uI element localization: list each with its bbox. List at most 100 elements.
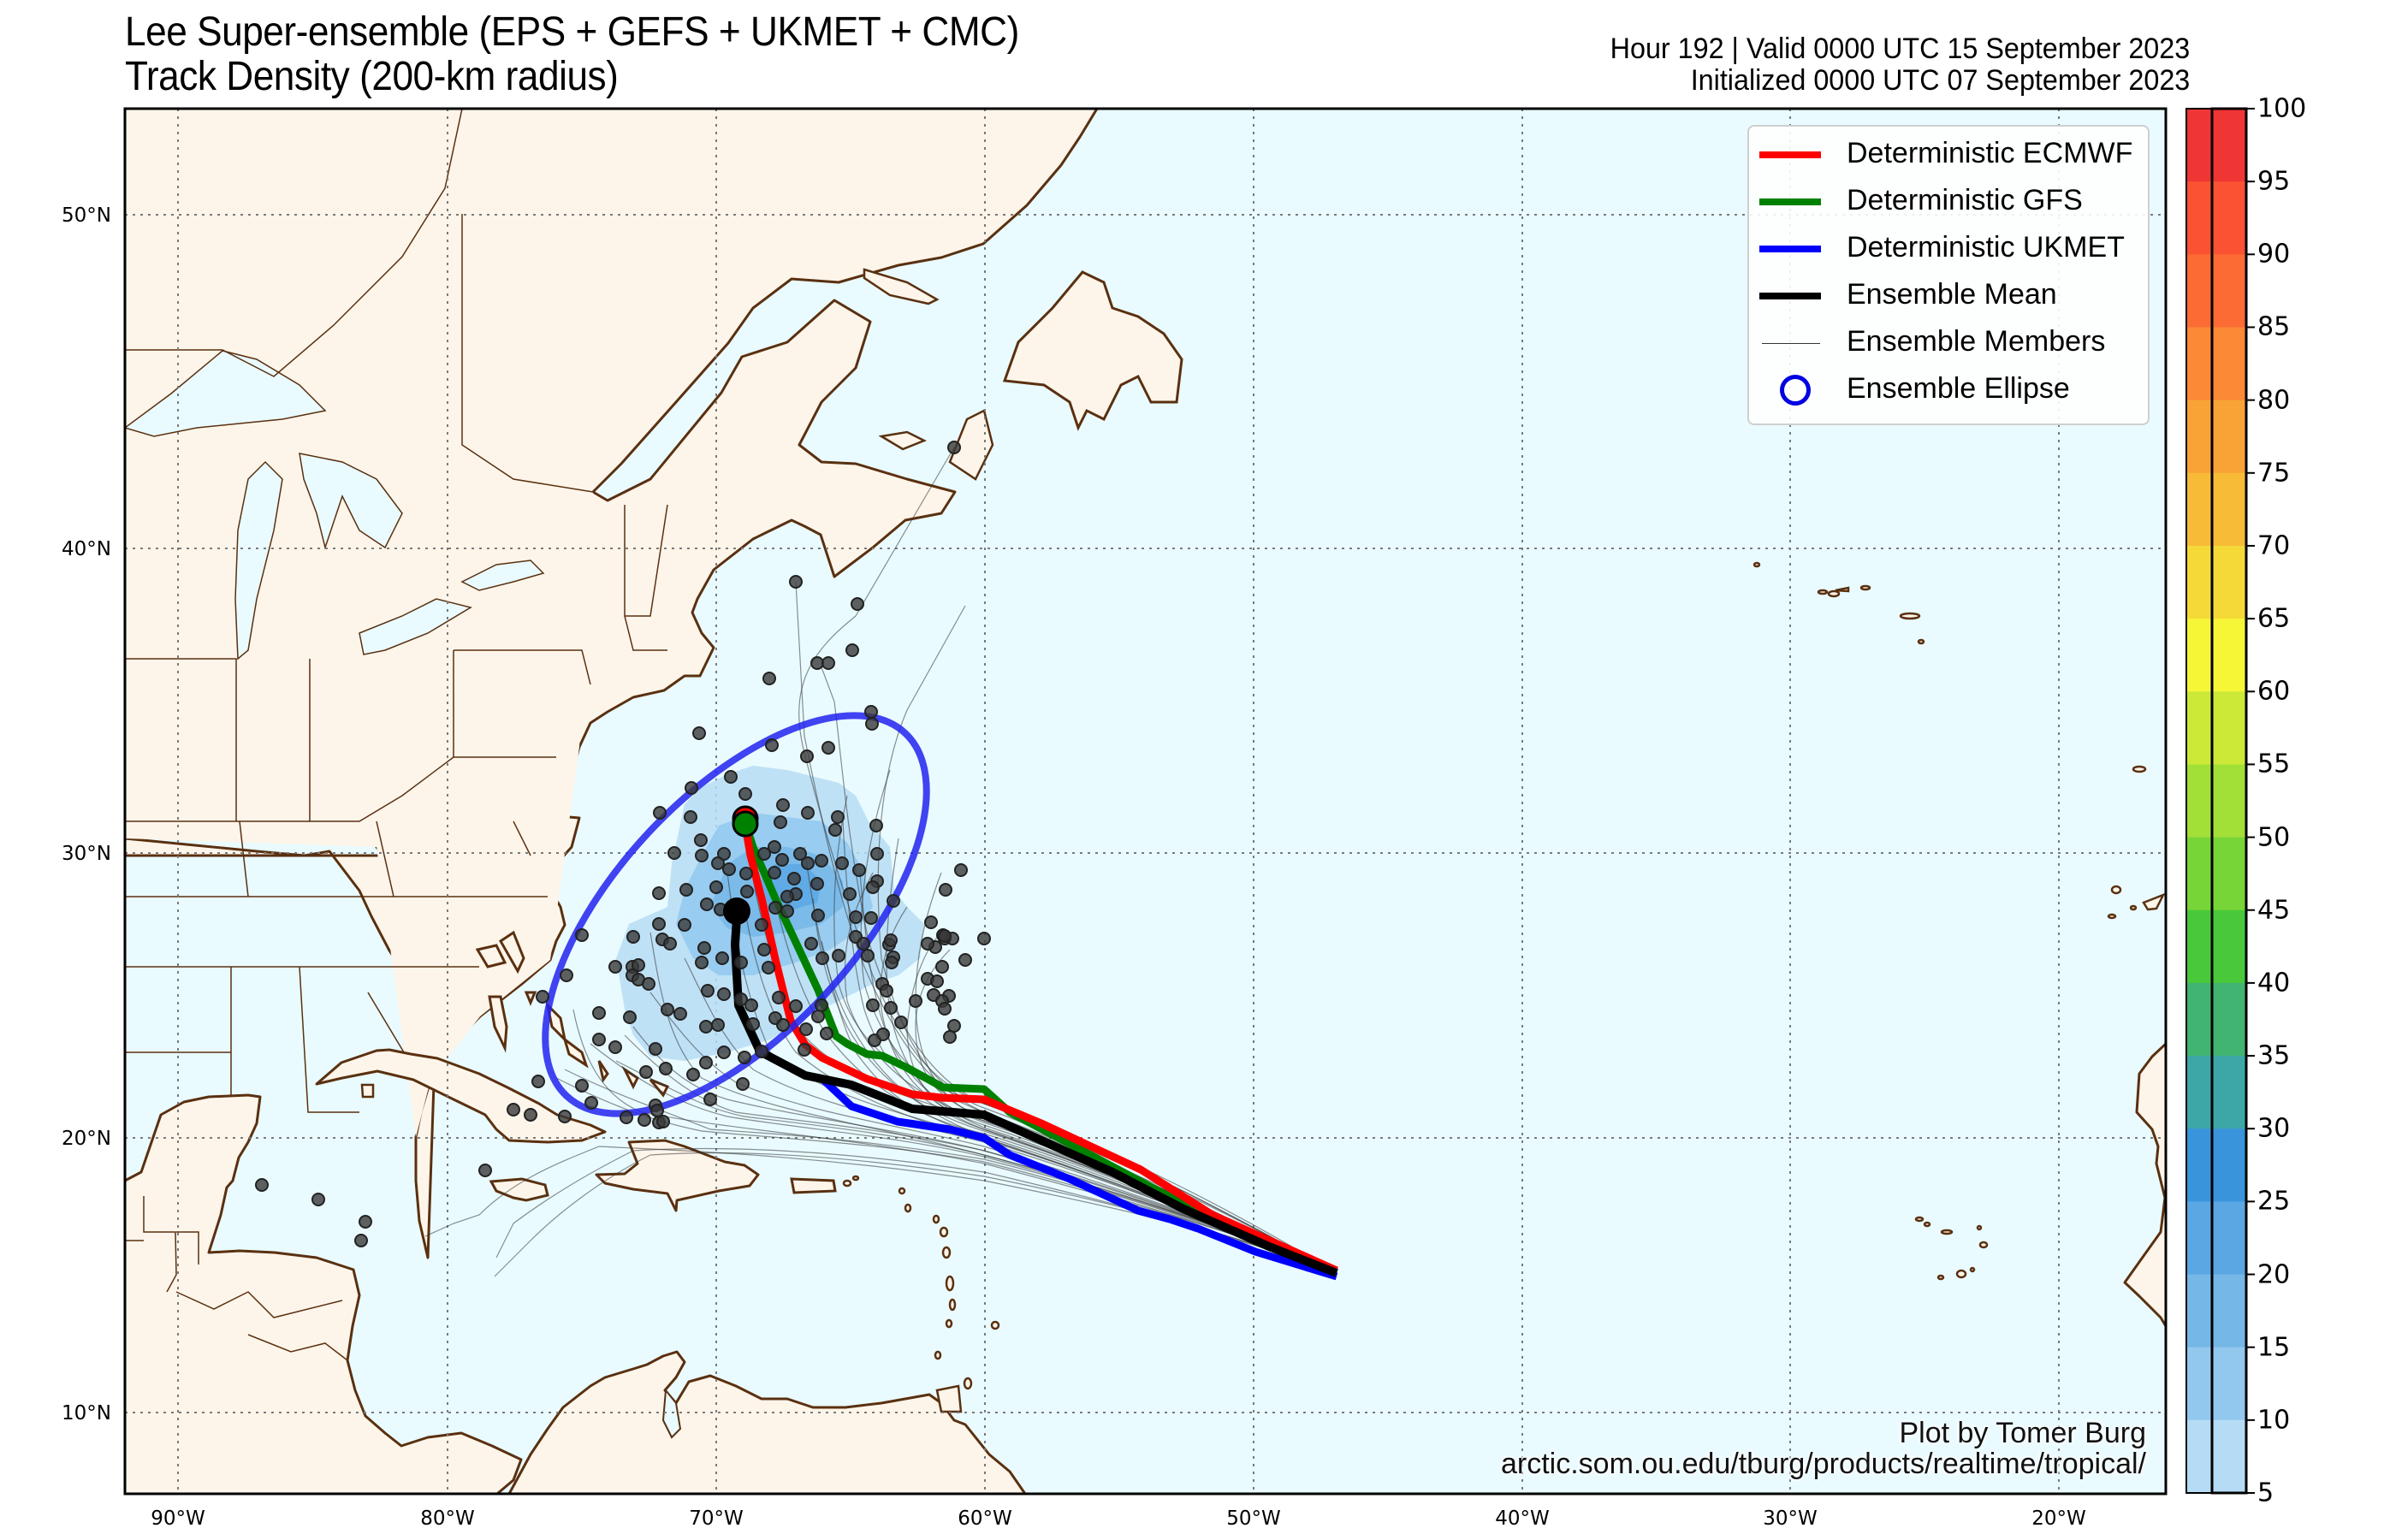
legend-label: Ensemble Ellipse	[1847, 372, 2070, 405]
colorbar-band	[2186, 837, 2246, 911]
colorbar-tick-label: 50	[2257, 822, 2291, 853]
legend-label: Deterministic GFS	[1847, 184, 2083, 216]
country-borders-central-america	[125, 1196, 348, 1361]
state-borders	[125, 109, 668, 1113]
land-puerto-rico	[790, 1177, 837, 1194]
colorbar	[2185, 108, 2255, 1494]
colorbar-band	[2186, 109, 2246, 182]
map-frame	[123, 107, 2168, 1496]
colorbar-tick-label: 55	[2257, 749, 2291, 779]
lake-maracaibo	[661, 1388, 682, 1439]
land-cape-breton	[948, 409, 994, 481]
colorbar-tick-label: 60	[2257, 676, 2291, 707]
land-lesser-antilles	[842, 1175, 1000, 1390]
land-trinidad	[935, 1384, 963, 1413]
colorbar-frame	[2210, 107, 2248, 1495]
colorbar-band	[2186, 327, 2246, 401]
colorbar-band	[2186, 764, 2246, 838]
lat-label-40n: 40°N	[62, 538, 111, 560]
ukmet-track	[819, 1075, 1338, 1281]
lon-label-60w: 60°W	[958, 1507, 1012, 1530]
legend-label: Deterministic UKMET	[1847, 231, 2125, 264]
ecmwf-track	[741, 825, 1338, 1275]
land-hispaniola	[595, 1139, 760, 1212]
lat-axis-labels: 50°N 40°N 30°N 20°N 10°N	[62, 204, 111, 1424]
gfs-track	[741, 821, 1338, 1275]
gridlines	[125, 109, 2166, 1494]
land-central-america	[125, 1093, 523, 1494]
colorbar-tick-label: 85	[2257, 311, 2291, 342]
colorbar-tick-label: 35	[2257, 1040, 2291, 1071]
chart-title: Lee Super-ensemble (EPS + GEFS + UKMET +…	[125, 9, 1019, 55]
chart-subtitle: Track Density (200-km radius)	[125, 54, 619, 99]
colorbar-band	[2186, 1419, 2246, 1494]
lon-label-20w: 20°W	[2031, 1507, 2086, 1530]
colorbar-band	[2186, 1347, 2246, 1421]
lake-ontario	[460, 560, 545, 591]
ensemble-member-endpoints	[255, 441, 991, 1247]
line-swatch-icon	[1762, 343, 1820, 344]
colorbar-tick-label: 10	[2257, 1405, 2291, 1436]
legend-label: Ensemble Mean	[1847, 278, 2057, 311]
colorbar-band	[2186, 1274, 2246, 1348]
legend-item-ecmwf: Deterministic ECMWF	[1749, 133, 2148, 180]
legend-label: Deterministic ECMWF	[1847, 137, 2133, 169]
lon-label-80w: 80°W	[420, 1507, 475, 1530]
colorbar-tick-label: 20	[2257, 1259, 2291, 1290]
colorbar-band	[2186, 1128, 2246, 1202]
colorbar-tick-label: 95	[2257, 166, 2291, 197]
line-swatch-icon	[1759, 198, 1821, 205]
colorbar-tick-label: 70	[2257, 530, 2291, 561]
lon-label-30w: 30°W	[1763, 1507, 1818, 1530]
lake-michigan	[234, 460, 283, 660]
colorbar-tick-label: 65	[2257, 603, 2291, 634]
colorbar-band	[2186, 691, 2246, 765]
legend-item-ensemble-members: Ensemble Members	[1749, 322, 2148, 368]
init-time: Initialized 0000 UTC 07 September 2023	[1690, 64, 2190, 97]
land-newfoundland	[1002, 270, 1183, 431]
circle-icon	[1780, 375, 1811, 406]
colorbar-band	[2186, 181, 2246, 255]
lon-label-70w: 70°W	[689, 1507, 744, 1530]
land-south-america	[507, 1350, 1027, 1494]
gfs-end-marker	[732, 810, 759, 838]
legend-item-ukmet: Deterministic UKMET	[1749, 228, 2148, 274]
legend-item-gfs: Deterministic GFS	[1749, 181, 2148, 227]
lat-label-20n: 20°N	[62, 1128, 111, 1150]
lon-label-90w: 90°W	[151, 1507, 205, 1530]
colorbar-band	[2186, 909, 2246, 984]
ensemble-mean-end-marker	[723, 897, 750, 925]
lake-superior	[125, 350, 327, 437]
colorbar-tick-label: 45	[2257, 895, 2291, 926]
lake-huron	[299, 453, 403, 550]
credit-author: Plot by Tomer Burg	[1899, 1417, 2146, 1449]
lat-label-30n: 30°N	[62, 843, 111, 865]
colorbar-tick-label: 100	[2257, 93, 2307, 124]
colorbar-tick-label: 90	[2257, 239, 2291, 270]
colorbar-tick-label: 30	[2257, 1113, 2291, 1144]
colorbar-band	[2186, 1056, 2246, 1129]
colorbar-band	[2186, 619, 2246, 692]
colorbar-band	[2186, 400, 2246, 474]
colorbar-tick-label: 75	[2257, 458, 2291, 489]
lon-label-40w: 40°W	[1495, 1507, 1550, 1530]
colorbar-tick-label: 40	[2257, 968, 2291, 998]
lake-erie	[359, 598, 472, 655]
colorbar-band	[2186, 545, 2246, 619]
colorbar-tick-label: 25	[2257, 1186, 2291, 1217]
land-isle-of-youth	[360, 1083, 375, 1099]
lat-label-10n: 10°N	[62, 1402, 111, 1424]
colorbar-tick-label: 5	[2257, 1478, 2274, 1508]
line-swatch-icon	[1759, 246, 1821, 252]
legend-label: Ensemble Members	[1847, 325, 2106, 358]
colorbar-band	[2186, 254, 2246, 328]
land-anticosti	[863, 268, 940, 305]
colorbar-band	[2186, 1201, 2246, 1276]
legend-item-ensemble-ellipse: Ensemble Ellipse	[1749, 369, 2148, 415]
colorbar-band	[2186, 472, 2246, 547]
credit-url: arctic.som.ou.edu/tburg/products/realtim…	[1500, 1448, 2146, 1480]
colorbar-tick-label: 15	[2257, 1332, 2291, 1363]
line-swatch-icon	[1759, 293, 1821, 299]
land-pei	[878, 430, 928, 451]
land-atlantic-islands	[1753, 561, 2166, 1281]
